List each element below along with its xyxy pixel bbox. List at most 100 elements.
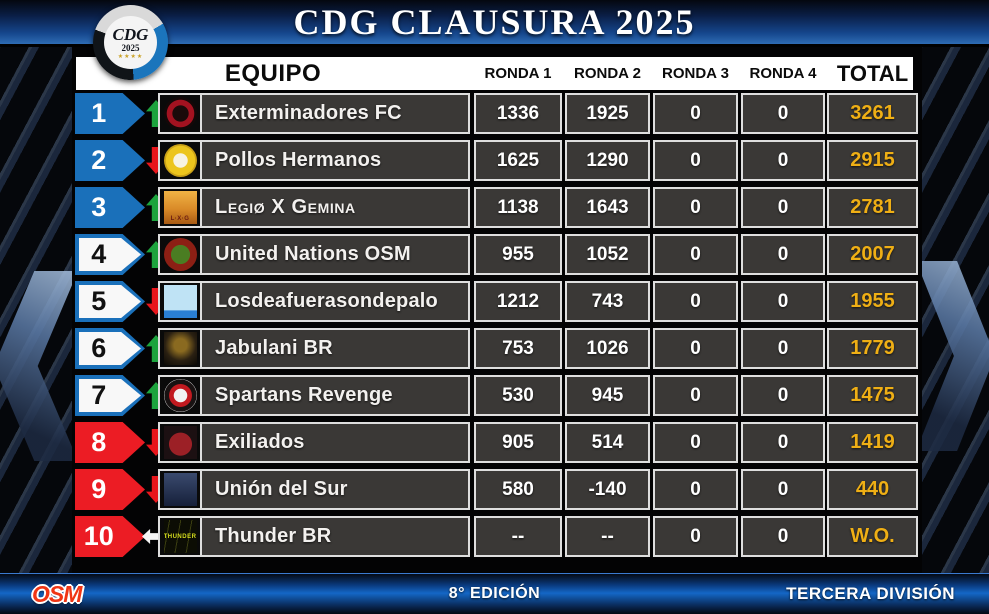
table-row: 6 Jabulani BR 753 1026 0 0 1779	[0, 328, 989, 369]
table-row: 8 Exiliados 905 514 0 0 1419	[0, 422, 989, 463]
team-cell: Unión del Sur	[158, 469, 470, 510]
rank-number: 5	[91, 286, 107, 316]
score-ronda4: 0	[741, 422, 825, 463]
team-cell: Spartans Revenge	[158, 375, 470, 416]
team-logo	[160, 330, 202, 367]
cdg-logo-year: 2025	[121, 42, 140, 53]
table-row: 4 United Nations OSM 955 1052 0 0 2007	[0, 234, 989, 275]
team-logo	[160, 424, 202, 461]
team-name: United Nations OSM	[215, 243, 411, 265]
team-logo-art	[163, 426, 197, 459]
column-header-ronda1: RONDA 1	[484, 65, 552, 82]
table-row: 1 Exterminadores FC 1336 1925 0 0 3261	[0, 93, 989, 134]
score-ronda1: 530	[474, 375, 562, 416]
score-ronda1: 753	[474, 328, 562, 369]
score-ronda4: 0	[741, 328, 825, 369]
division-label: TERCERA DIVISIÓN	[786, 584, 955, 603]
team-cell: Exterminadores FC	[158, 93, 470, 134]
team-logo	[160, 283, 202, 320]
table-row: 2 Pollos Hermanos 1625 1290 0 0 2915	[0, 140, 989, 181]
score-total: 1475	[827, 375, 918, 416]
team-logo-art: L·X·G	[163, 191, 197, 224]
right-background-texture	[922, 46, 989, 573]
column-header-ronda2: RONDA 2	[574, 65, 641, 82]
score-ronda1: 1336	[474, 93, 562, 134]
score-ronda2: 1290	[565, 140, 650, 181]
team-logo-art	[163, 473, 197, 506]
team-logo-art	[163, 144, 197, 177]
osm-logo: OSM	[32, 581, 82, 607]
score-ronda3: 0	[653, 469, 738, 510]
team-cell: L·X·G Legiø X Gemina	[158, 187, 470, 228]
score-ronda2: 514	[565, 422, 650, 463]
score-ronda1: 1212	[474, 281, 562, 322]
cdg-logo-stars: ★★★★	[117, 53, 144, 60]
team-logo-text: L·X·G	[170, 216, 190, 222]
rank-badge: 4	[75, 234, 145, 275]
score-ronda1: 1138	[474, 187, 562, 228]
standings-table: 1 Exterminadores FC 1336 1925 0 0 3261 2…	[0, 93, 989, 563]
score-total: 1779	[827, 328, 918, 369]
team-logo-art	[163, 379, 197, 412]
score-ronda3: 0	[653, 93, 738, 134]
score-total: 440	[827, 469, 918, 510]
team-logo	[160, 377, 202, 414]
cdg-tournament-logo: CDG 2025 ★★★★	[93, 5, 168, 80]
team-logo-art	[163, 332, 197, 365]
team-logo: THUNDER	[160, 518, 202, 555]
rank-badge: 5	[75, 281, 145, 322]
team-logo-art	[163, 285, 197, 318]
table-row: 9 Unión del Sur 580 -140 0 0 440	[0, 469, 989, 510]
score-ronda1: 1625	[474, 140, 562, 181]
team-name: Exiliados	[215, 431, 305, 453]
rank-number: 10	[83, 521, 114, 551]
column-header-total: TOTAL	[836, 61, 909, 86]
score-total: 2781	[827, 187, 918, 228]
team-cell: Losdeafuerasondepalo	[158, 281, 470, 322]
score-total: 3261	[827, 93, 918, 134]
score-ronda1: 580	[474, 469, 562, 510]
footer-bar: OSM 8° EDICIÓN TERCERA DIVISIÓN	[0, 573, 989, 614]
score-ronda2: 1925	[565, 93, 650, 134]
team-logo-art	[163, 238, 197, 271]
rank-number: 2	[91, 145, 107, 175]
score-ronda2: 1052	[565, 234, 650, 275]
column-header-ronda4: RONDA 4	[749, 65, 817, 82]
team-logo	[160, 142, 202, 179]
score-ronda3: 0	[653, 516, 738, 557]
rank-number: 7	[91, 380, 107, 410]
rank-number: 8	[91, 427, 107, 457]
left-background-texture	[0, 46, 72, 573]
score-ronda4: 0	[741, 187, 825, 228]
edition-label: 8° EDICIÓN	[448, 585, 541, 602]
team-name: Thunder BR	[215, 525, 332, 547]
table-row: 3 L·X·G Legiø X Gemina 1138 1643 0 0 278…	[0, 187, 989, 228]
score-ronda4: 0	[741, 234, 825, 275]
rank-number: 9	[91, 474, 107, 504]
score-ronda3: 0	[653, 328, 738, 369]
column-header-ronda3: RONDA 3	[662, 65, 729, 82]
rank-number: 1	[91, 98, 107, 128]
score-total: 2915	[827, 140, 918, 181]
rank-badge: 7	[75, 375, 145, 416]
score-ronda2: -140	[565, 469, 650, 510]
score-ronda4: 0	[741, 375, 825, 416]
team-logo	[160, 95, 202, 132]
team-name: Exterminadores FC	[215, 102, 402, 124]
score-ronda2: 945	[565, 375, 650, 416]
score-total: 1419	[827, 422, 918, 463]
column-header-equipo: EQUIPO	[224, 60, 322, 87]
team-cell: Jabulani BR	[158, 328, 470, 369]
team-logo-text: THUNDER	[163, 533, 197, 540]
score-ronda2: 743	[565, 281, 650, 322]
team-logo-art	[163, 97, 197, 130]
team-cell: THUNDER Thunder BR	[158, 516, 470, 557]
team-logo: L·X·G	[160, 189, 202, 226]
score-ronda4: 0	[741, 140, 825, 181]
rank-number: 4	[91, 239, 107, 269]
score-ronda4: 0	[741, 93, 825, 134]
team-name: Losdeafuerasondepalo	[215, 290, 438, 312]
team-name: Pollos Hermanos	[215, 149, 382, 171]
rank-badge: 10	[75, 516, 145, 557]
score-ronda3: 0	[653, 187, 738, 228]
